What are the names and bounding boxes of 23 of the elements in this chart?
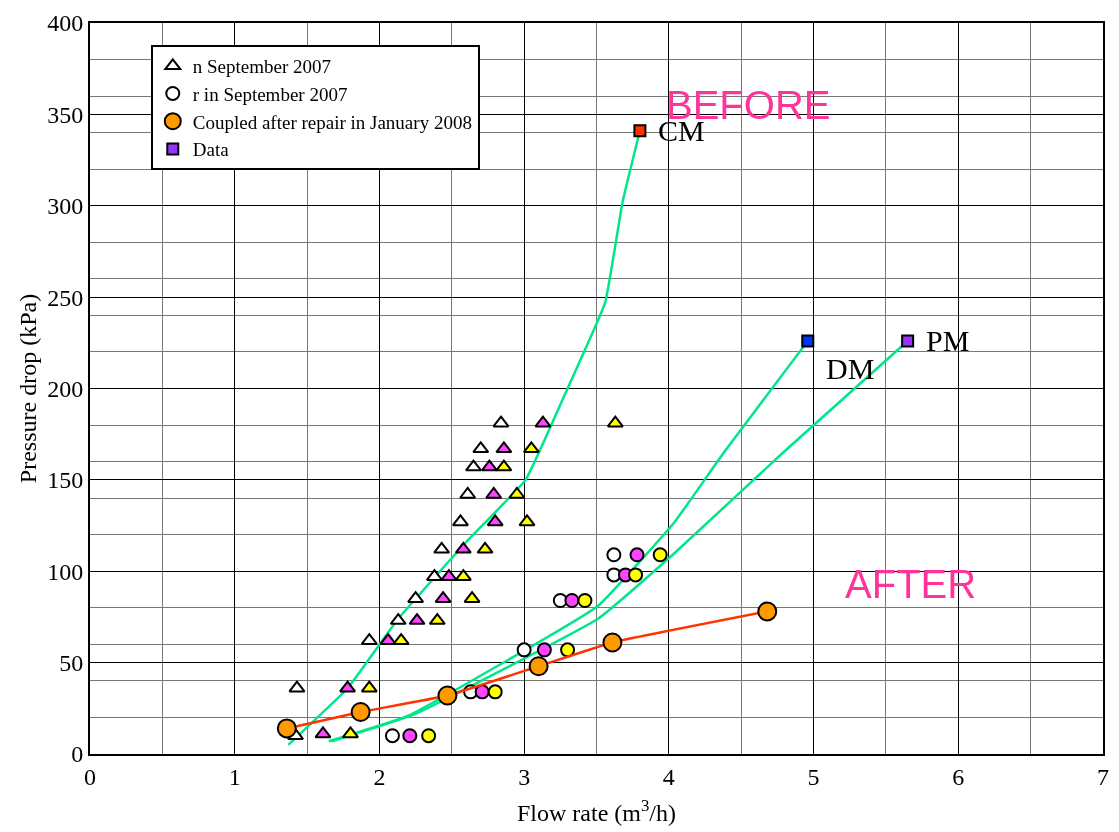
y-tick-label: 250 — [47, 284, 84, 311]
y-tick-label: 400 — [47, 10, 84, 37]
annotation: DM — [826, 352, 875, 385]
y-tick-label: 300 — [47, 193, 84, 220]
y-tick-label: 350 — [47, 101, 84, 128]
legend-label: n September 2007 — [192, 56, 332, 78]
x-axis-title: Flow rate (m$^{3}$/h) — [516, 795, 677, 826]
x-tick-label: 6 — [952, 763, 965, 790]
y-tick-label: 150 — [47, 467, 84, 494]
x-tick-label: 3 — [518, 763, 531, 790]
legend-label: r in September 2007 — [192, 83, 348, 105]
y-tick-label: 200 — [47, 375, 84, 402]
legend-label: Data — [192, 139, 230, 161]
y-tick-label: 50 — [59, 650, 84, 677]
x-tick-label: 4 — [662, 763, 675, 790]
x-tick-label: 5 — [807, 763, 820, 790]
y-tick-label: 100 — [47, 558, 84, 585]
y-tick-label: 0 — [71, 741, 84, 768]
x-tick-label: 2 — [373, 763, 386, 790]
legend-label: Coupled after repair in January 2008 — [192, 111, 472, 133]
x-tick-label: 1 — [228, 763, 241, 790]
y-axis-title: Pressure drop (kPa) — [14, 293, 41, 484]
x-tick-label: 7 — [1097, 763, 1109, 790]
